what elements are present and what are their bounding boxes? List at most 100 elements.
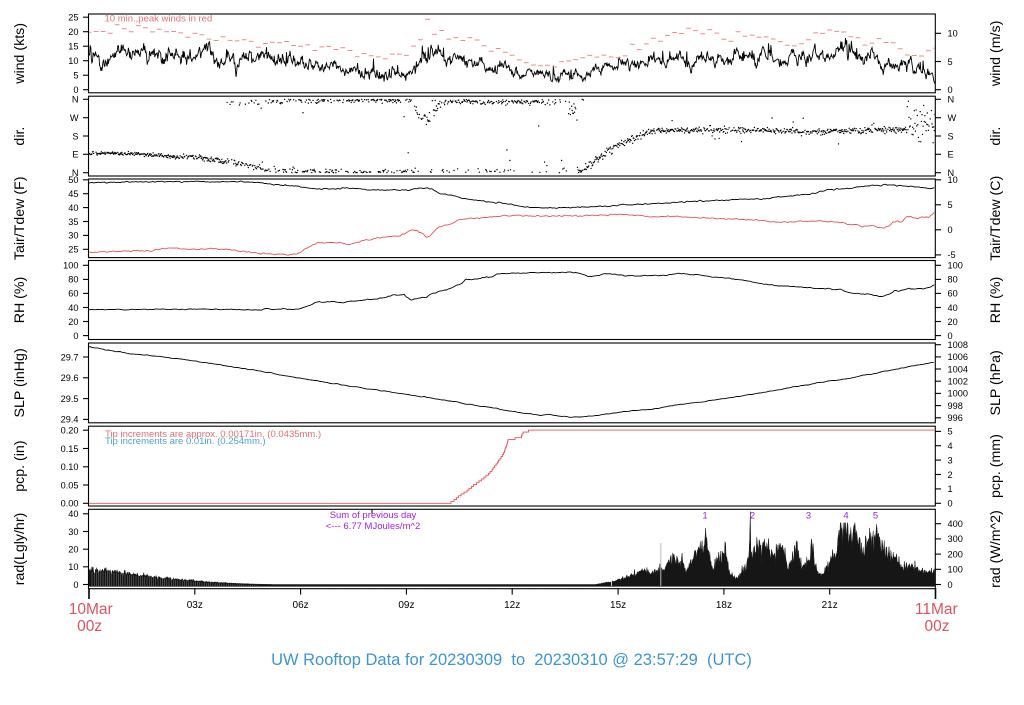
svg-text:SLP (hPa): SLP (hPa) [988, 350, 1004, 415]
svg-text:50: 50 [68, 175, 78, 185]
svg-text:0: 0 [948, 331, 953, 341]
svg-text:15: 15 [68, 42, 78, 52]
svg-text:UW Rooftop Data for 20230309: UW Rooftop Data for 20230309 to 20230310… [271, 651, 752, 669]
svg-text:0: 0 [948, 580, 953, 590]
svg-text:29.6: 29.6 [61, 373, 79, 383]
svg-text:N: N [72, 95, 79, 105]
svg-text:29.4: 29.4 [61, 415, 79, 425]
svg-text:pcp. (mm): pcp. (mm) [988, 434, 1004, 498]
svg-text:60: 60 [948, 289, 958, 299]
svg-text:RH (%): RH (%) [12, 277, 28, 324]
svg-text:1008: 1008 [948, 340, 968, 350]
svg-text:200: 200 [948, 549, 963, 559]
svg-text:20: 20 [68, 545, 78, 555]
svg-text:0: 0 [73, 580, 78, 590]
svg-text:40: 40 [68, 203, 78, 213]
svg-text:1: 1 [702, 511, 707, 522]
svg-text:40: 40 [948, 303, 958, 313]
svg-text:2: 2 [750, 511, 755, 522]
svg-text:998: 998 [948, 401, 963, 411]
svg-text:100: 100 [948, 565, 963, 575]
svg-text:10Mar: 10Mar [69, 601, 113, 618]
svg-text:SLP (inHg): SLP (inHg) [12, 348, 28, 417]
svg-text:40: 40 [68, 509, 78, 519]
svg-text:N: N [72, 168, 79, 178]
svg-text:10: 10 [68, 562, 78, 572]
svg-text:60: 60 [68, 289, 78, 299]
svg-text:RH (%): RH (%) [988, 277, 1004, 324]
svg-text:25: 25 [68, 245, 78, 255]
svg-text:5: 5 [948, 200, 953, 210]
svg-text:0: 0 [948, 85, 953, 95]
svg-text:5: 5 [948, 427, 953, 437]
svg-text:11Mar: 11Mar [915, 601, 958, 618]
svg-text:3: 3 [948, 455, 953, 465]
svg-text:W: W [948, 113, 957, 123]
svg-text:12z: 12z [504, 600, 520, 611]
svg-text:4: 4 [843, 511, 848, 522]
svg-text:1002: 1002 [948, 377, 968, 387]
svg-text:09z: 09z [398, 600, 414, 611]
svg-text:Tip increments are 0.01in. (0.: Tip increments are 0.01in. (0.254mm.) [105, 436, 266, 447]
svg-text:0: 0 [948, 499, 953, 509]
svg-text:100: 100 [63, 261, 78, 271]
svg-text:21z: 21z [822, 600, 838, 611]
svg-text:1000: 1000 [948, 389, 968, 399]
svg-text:rad (W/m^2): rad (W/m^2) [988, 510, 1004, 588]
svg-text:20: 20 [68, 317, 78, 327]
svg-text:0: 0 [948, 225, 953, 235]
svg-text:S: S [72, 131, 78, 141]
svg-text:20: 20 [948, 317, 958, 327]
svg-text:18z: 18z [716, 600, 732, 611]
svg-text:300: 300 [948, 534, 963, 544]
svg-text:00z: 00z [77, 618, 102, 635]
svg-text:80: 80 [948, 275, 958, 285]
svg-text:W: W [70, 113, 79, 123]
svg-text:rad(Lgly/hr): rad(Lgly/hr) [12, 513, 28, 586]
svg-text:29.7: 29.7 [61, 352, 79, 362]
svg-text:0.20: 0.20 [61, 426, 79, 436]
svg-text:Tair/Tdew (C): Tair/Tdew (C) [988, 176, 1004, 261]
svg-text:06z: 06z [293, 600, 309, 611]
svg-text:100: 100 [948, 261, 963, 271]
svg-text:996: 996 [948, 413, 963, 423]
svg-text:Sum of previous day: Sum of previous day [330, 510, 417, 521]
svg-text:10: 10 [948, 29, 958, 39]
svg-text:0: 0 [73, 331, 78, 341]
svg-text:wind (m/s): wind (m/s) [988, 21, 1004, 87]
svg-text:80: 80 [68, 275, 78, 285]
svg-text:10: 10 [948, 175, 958, 185]
svg-text:5: 5 [948, 57, 953, 67]
svg-text:0.00: 0.00 [61, 499, 79, 509]
svg-text:1: 1 [948, 484, 953, 494]
svg-text:0.15: 0.15 [61, 444, 79, 454]
svg-text:Tip increments are approx. 0.0: Tip increments are approx. 0.00171in. (0… [105, 429, 321, 440]
svg-text:5: 5 [73, 71, 78, 81]
svg-text:29.5: 29.5 [61, 394, 79, 404]
svg-text:E: E [72, 150, 78, 160]
svg-text:00z: 00z [925, 618, 950, 635]
svg-text:30: 30 [68, 231, 78, 241]
svg-text:10: 10 [68, 56, 78, 66]
svg-text:wind (kts): wind (kts) [12, 23, 28, 85]
svg-text:03z: 03z [187, 600, 203, 611]
svg-text:0.10: 0.10 [61, 462, 79, 472]
svg-text:10 min.,peak winds in red: 10 min.,peak winds in red [105, 14, 213, 25]
svg-text:35: 35 [68, 217, 78, 227]
svg-text:20: 20 [68, 27, 78, 37]
svg-text:400: 400 [948, 519, 963, 529]
svg-text:40: 40 [68, 303, 78, 313]
svg-text:4: 4 [948, 441, 953, 451]
svg-text:Tair/Tdew (F): Tair/Tdew (F) [12, 177, 28, 261]
svg-text:2: 2 [948, 470, 953, 480]
svg-text:<--- 6.77 MJoules/m^2: <--- 6.77 MJoules/m^2 [326, 521, 420, 532]
svg-text:15z: 15z [610, 600, 626, 611]
svg-text:3: 3 [806, 511, 811, 522]
svg-text:0.05: 0.05 [61, 480, 79, 490]
svg-text:S: S [948, 131, 954, 141]
svg-text:25: 25 [68, 13, 78, 23]
svg-text:dir.: dir. [988, 127, 1004, 146]
svg-text:1006: 1006 [948, 352, 968, 362]
svg-text:1004: 1004 [948, 364, 968, 374]
svg-text:-5: -5 [948, 250, 956, 260]
